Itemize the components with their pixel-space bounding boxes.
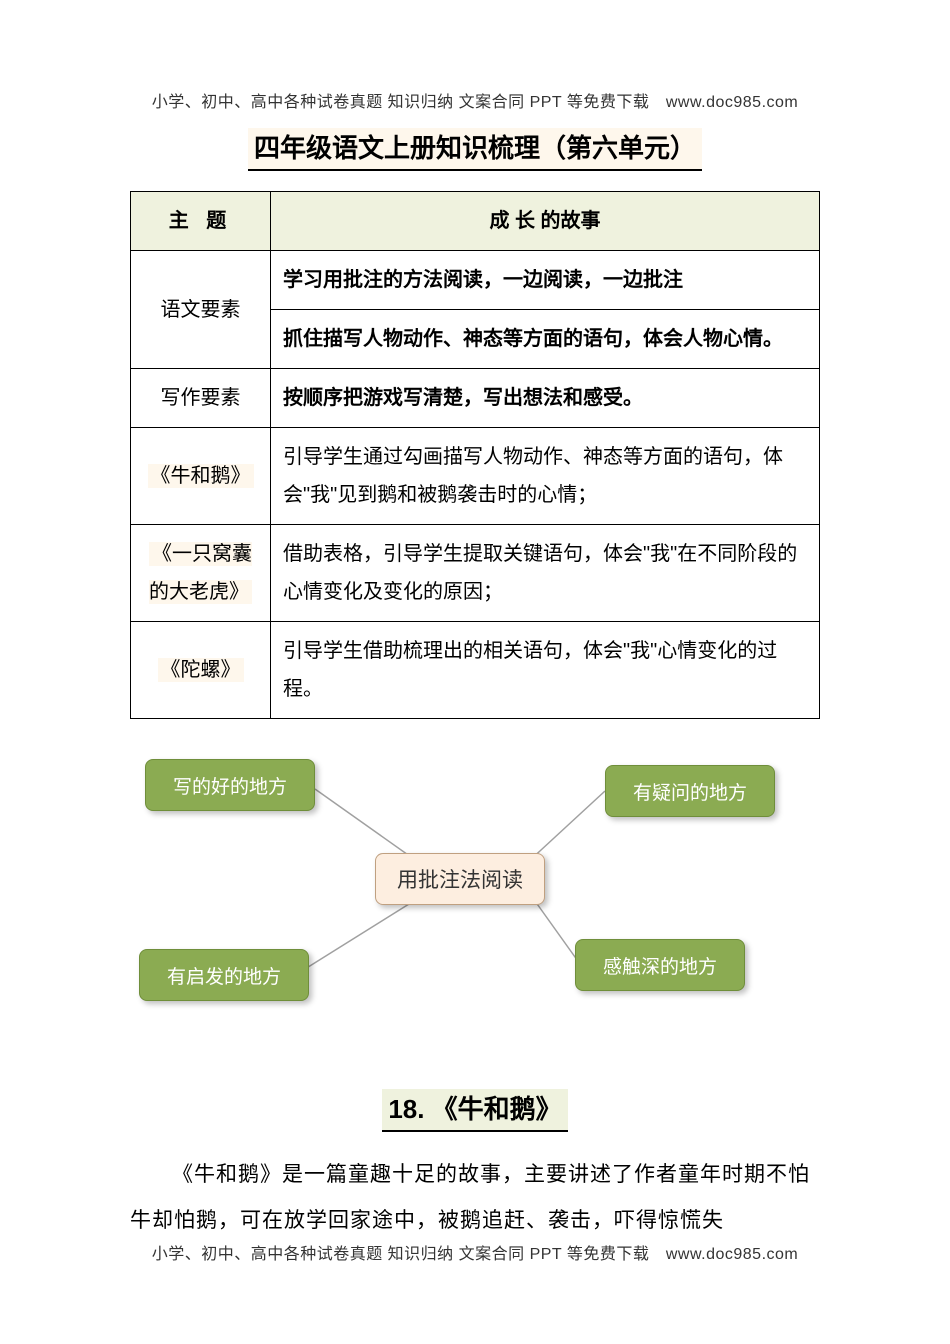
node-center: 用批注法阅读	[375, 853, 545, 905]
row-content: 学习用批注的方法阅读，一边阅读，一边批注	[271, 251, 820, 310]
table-hdr-left: 主 题	[131, 192, 271, 251]
page-footer: 小学、初中、高中各种试卷真题 知识归纳 文案合同 PPT 等免费下载 www.d…	[0, 1240, 950, 1264]
doc-title-wrap: 四年级语文上册知识梳理（第六单元）	[130, 128, 820, 171]
row-label: 写作要素	[131, 369, 271, 428]
row-content: 引导学生通过勾画描写人物动作、神态等方面的语句，体会"我"见到鹅和被鹅袭击时的心…	[271, 428, 820, 525]
table-row: 《一只窝囊的大老虎》 借助表格，引导学生提取关键语句，体会"我"在不同阶段的心情…	[131, 525, 820, 622]
row-content: 按顺序把游戏写清楚，写出想法和感受。	[271, 369, 820, 428]
row-label-text: 《陀螺》	[158, 658, 244, 682]
table-row: 写作要素 按顺序把游戏写清楚，写出想法和感受。	[131, 369, 820, 428]
table-row: 《陀螺》 引导学生借助梳理出的相关语句，体会"我"心情变化的过程。	[131, 622, 820, 719]
row-label: 《陀螺》	[131, 622, 271, 719]
section-body: 《牛和鹅》是一篇童趣十足的故事，主要讲述了作者童年时期不怕牛却怕鹅，可在放学回家…	[130, 1152, 820, 1244]
page-header: 小学、初中、高中各种试卷真题 知识归纳 文案合同 PPT 等免费下载 www.d…	[0, 88, 950, 112]
row-content: 借助表格，引导学生提取关键语句，体会"我"在不同阶段的心情变化及变化的原因；	[271, 525, 820, 622]
mindmap-diagram: 写的好的地方 有疑问的地方 有启发的地方 感触深的地方 用批注法阅读	[135, 749, 815, 1029]
table-hdr-right: 成 长 的故事	[271, 192, 820, 251]
row-content: 引导学生借助梳理出的相关语句，体会"我"心情变化的过程。	[271, 622, 820, 719]
summary-table: 主 题 成 长 的故事 语文要素 学习用批注的方法阅读，一边阅读，一边批注 抓住…	[130, 191, 820, 719]
row-content: 抓住描写人物动作、神态等方面的语句，体会人物心情。	[271, 310, 820, 369]
section-title-wrap: 18. 《牛和鹅》	[130, 1089, 820, 1132]
row-label: 《一只窝囊的大老虎》	[131, 525, 271, 622]
node-bl: 有启发的地方	[139, 949, 309, 1001]
node-tr: 有疑问的地方	[605, 765, 775, 817]
row-label-text: 《一只窝囊的大老虎》	[149, 542, 252, 604]
row-label-text: 《牛和鹅》	[148, 464, 254, 488]
doc-title: 四年级语文上册知识梳理（第六单元）	[248, 128, 702, 171]
page-content: 四年级语文上册知识梳理（第六单元） 主 题 成 长 的故事 语文要素 学习用批注…	[0, 0, 950, 1244]
node-tl: 写的好的地方	[145, 759, 315, 811]
table-row: 语文要素 学习用批注的方法阅读，一边阅读，一边批注	[131, 251, 820, 310]
table-header-row: 主 题 成 长 的故事	[131, 192, 820, 251]
node-br: 感触深的地方	[575, 939, 745, 991]
section-title: 18. 《牛和鹅》	[382, 1089, 567, 1132]
row-label: 《牛和鹅》	[131, 428, 271, 525]
row-label: 语文要素	[131, 251, 271, 369]
table-row: 《牛和鹅》 引导学生通过勾画描写人物动作、神态等方面的语句，体会"我"见到鹅和被…	[131, 428, 820, 525]
